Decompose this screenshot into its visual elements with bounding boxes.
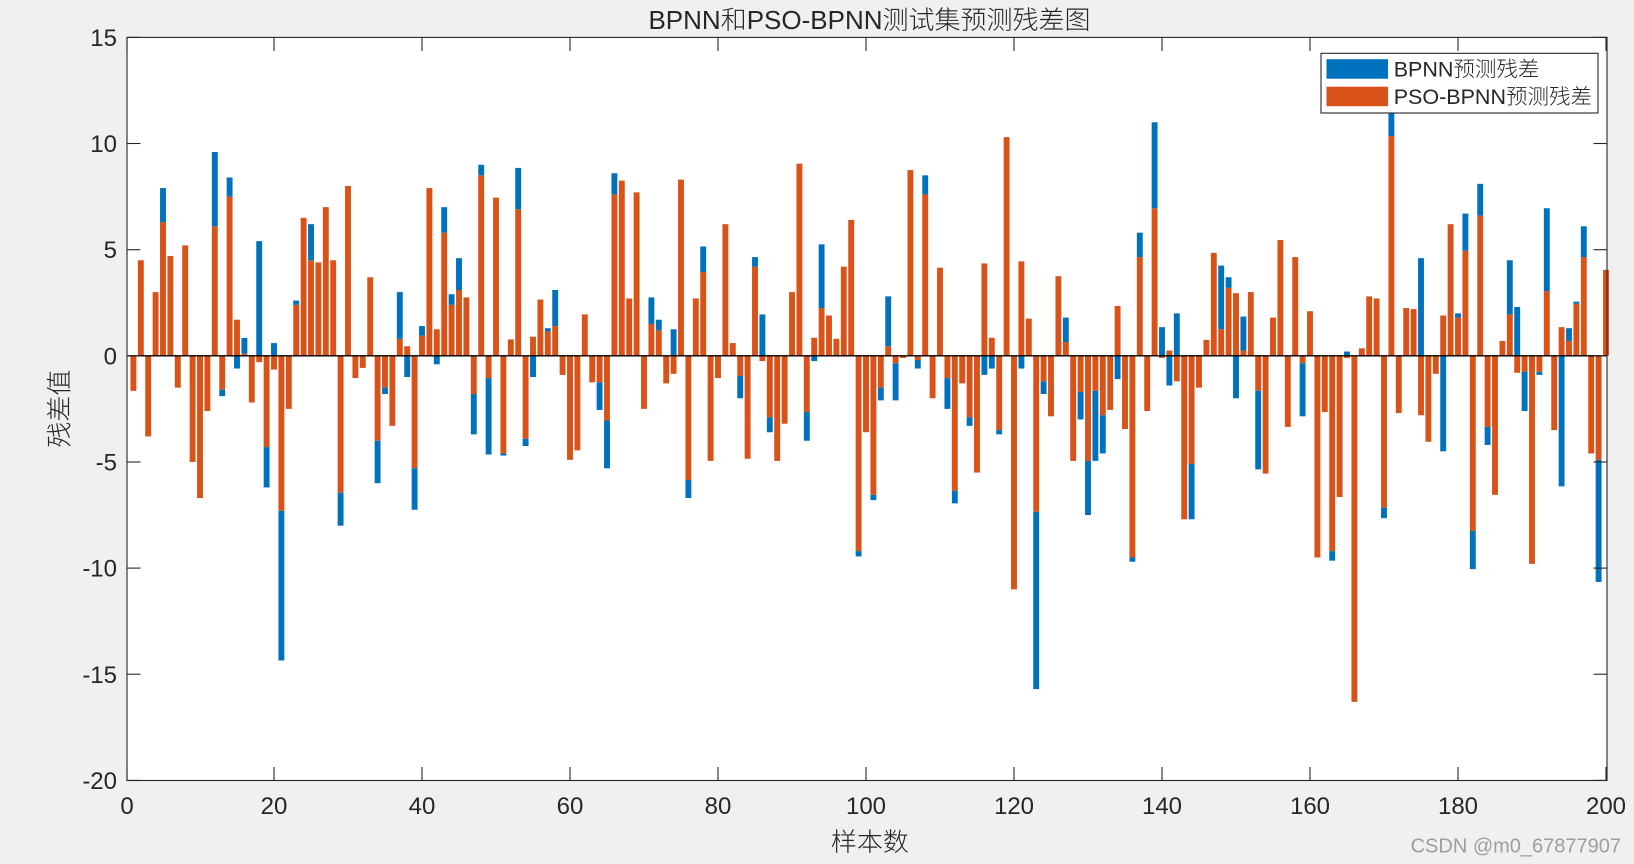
svg-text:-5: -5	[96, 450, 117, 477]
svg-text:-20: -20	[82, 768, 117, 795]
svg-text:180: 180	[1438, 793, 1478, 820]
svg-text:-15: -15	[82, 662, 117, 689]
svg-text:PSO-BPNN: PSO-BPNN	[1394, 85, 1506, 109]
svg-text:20: 20	[261, 793, 288, 820]
svg-text:CSDN @m0_67877907: CSDN @m0_67877907	[1411, 836, 1621, 858]
svg-text:40: 40	[409, 793, 436, 820]
svg-text:120: 120	[994, 793, 1034, 820]
svg-text:PSO-BPNN: PSO-BPNN	[747, 5, 883, 35]
svg-text:BPNN: BPNN	[1394, 58, 1454, 82]
svg-text:60: 60	[557, 793, 584, 820]
svg-text:140: 140	[1142, 793, 1182, 820]
svg-text:0: 0	[104, 343, 117, 370]
svg-text:200: 200	[1586, 793, 1626, 820]
svg-text:-10: -10	[82, 556, 117, 583]
svg-text:0: 0	[120, 793, 133, 820]
svg-text:10: 10	[90, 131, 117, 158]
svg-text:160: 160	[1290, 793, 1330, 820]
svg-text:80: 80	[705, 793, 732, 820]
svg-text:BPNN: BPNN	[648, 5, 720, 35]
svg-text:15: 15	[90, 25, 117, 52]
svg-text:100: 100	[846, 793, 886, 820]
svg-text:5: 5	[104, 237, 117, 264]
